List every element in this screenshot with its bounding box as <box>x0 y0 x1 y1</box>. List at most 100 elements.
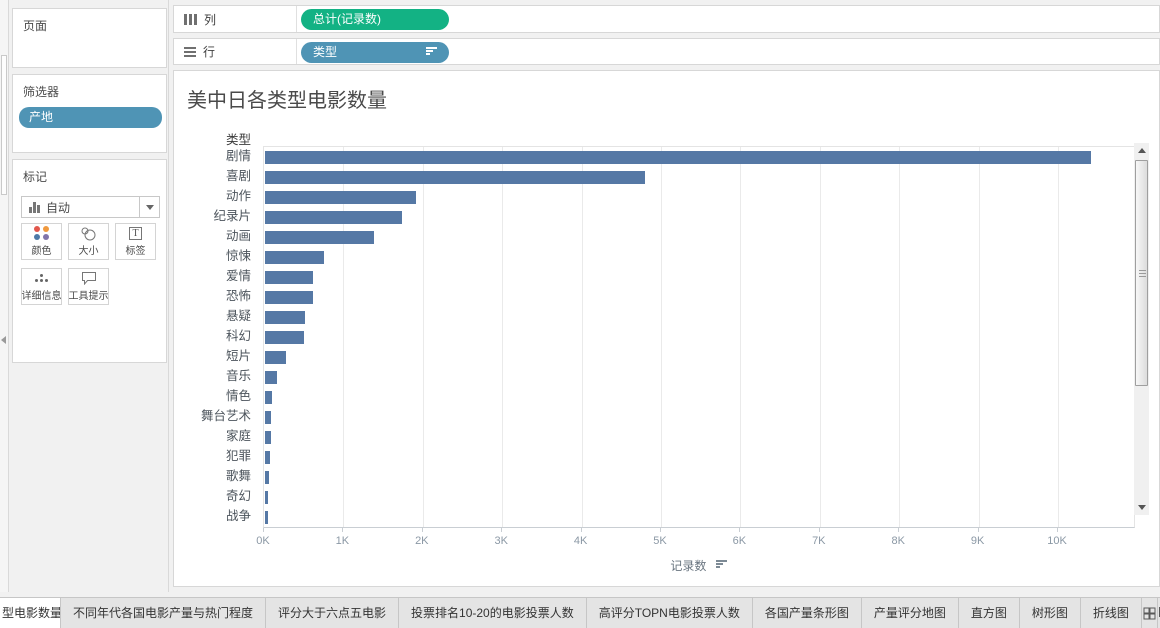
columns-shelf-head: 列 <box>174 6 297 32</box>
gridline <box>422 147 424 527</box>
category-label[interactable]: 犯罪 <box>225 449 251 463</box>
tooltip-button[interactable]: 工具提示 <box>68 268 109 305</box>
bar-mark[interactable] <box>265 171 646 184</box>
color-button[interactable]: 颜色 <box>21 223 62 260</box>
row-header-genre[interactable]: 类型 <box>225 133 251 147</box>
gridline <box>978 147 980 527</box>
category-label[interactable]: 奇幻 <box>225 489 251 503</box>
axis-tick-label: 0K <box>256 535 270 547</box>
scroll-down-button[interactable] <box>1134 500 1149 515</box>
category-label[interactable]: 纪录片 <box>213 209 251 223</box>
axis-sort-icon[interactable] <box>715 560 728 571</box>
bar-mark[interactable] <box>265 211 403 224</box>
rows-icon <box>184 46 196 57</box>
gridline <box>819 147 821 527</box>
sheet-sorter-button[interactable] <box>1142 598 1158 628</box>
collapsed-pane-scrollbar[interactable] <box>1 55 7 195</box>
bar-mark[interactable] <box>265 371 277 384</box>
axis-tick-label: 5K <box>653 535 667 547</box>
sheet-tab[interactable]: 投票排名10-20的电影投票人数 <box>399 598 587 628</box>
new-worksheet-button[interactable] <box>1158 598 1160 628</box>
scroll-up-button[interactable] <box>1134 143 1149 158</box>
bar-mark[interactable] <box>265 231 374 244</box>
gridline <box>581 147 583 527</box>
bar-mark[interactable] <box>265 191 416 204</box>
category-label[interactable]: 喜剧 <box>225 169 251 183</box>
bar-mark[interactable] <box>265 311 305 324</box>
category-label[interactable]: 科幻 <box>225 329 251 343</box>
category-label[interactable]: 动画 <box>225 229 251 243</box>
label-button[interactable]: T 标签 <box>115 223 156 260</box>
bar-mark[interactable] <box>265 451 270 464</box>
marks-card: 标记 自动 颜色 大小 T <box>12 159 167 363</box>
collapsed-data-pane[interactable] <box>0 0 9 592</box>
detail-button[interactable]: 详细信息 <box>21 268 62 305</box>
sheet-tab[interactable]: 高评分TOPN电影投票人数 <box>587 598 753 628</box>
bar-mark[interactable] <box>265 271 314 284</box>
bar-mark[interactable] <box>265 291 313 304</box>
mark-type-dropdown[interactable]: 自动 <box>21 196 140 218</box>
bar-mark[interactable] <box>265 411 271 424</box>
sheet-tab[interactable]: 评分大于六点五电影 <box>266 598 400 628</box>
sheet-tab[interactable]: 各国产量条形图 <box>753 598 862 628</box>
axis-title[interactable]: 记录数 <box>263 557 1135 574</box>
bar-mark[interactable] <box>265 391 273 404</box>
vertical-scrollbar[interactable] <box>1134 143 1149 515</box>
sheet-tab[interactable]: 折线图 <box>1081 598 1142 628</box>
category-label[interactable]: 悬疑 <box>225 309 251 323</box>
value-axis[interactable]: 0K 1K 2K 3K 4K 5K 6K 7K 8K 9K 10K <box>256 528 1135 554</box>
bar-mark[interactable] <box>265 511 269 524</box>
columns-shelf[interactable]: 列 总计(记录数) <box>173 5 1160 33</box>
detail-button-label: 详细信息 <box>21 291 62 302</box>
collapse-arrow-icon[interactable] <box>1 336 6 344</box>
sort-descending-icon[interactable] <box>426 47 438 58</box>
rows-shelf[interactable]: 行 类型 <box>173 38 1160 65</box>
bar-mark[interactable] <box>265 151 1091 164</box>
worksheet-view: 美中日各类型电影数量 类型 剧情 喜剧 动作 纪录片 动画 惊悚 爱情 恐怖 悬疑 科幻 短片 音乐情… <box>173 70 1160 587</box>
sheet-tab[interactable]: 树形图 <box>1020 598 1081 628</box>
bar-mark[interactable] <box>265 431 271 444</box>
axis-tick <box>501 528 503 532</box>
axis-tick <box>1057 528 1058 532</box>
bar-mark[interactable] <box>265 351 286 364</box>
new-worksheet-icon <box>1158 607 1160 617</box>
category-label[interactable]: 家庭 <box>225 429 251 443</box>
bar-mark[interactable] <box>265 251 324 264</box>
sheet-tab[interactable]: 产量评分地图 <box>862 598 959 628</box>
pill-genre[interactable]: 类型 <box>301 42 449 63</box>
category-label[interactable]: 歌舞 <box>225 469 251 483</box>
category-axis: 剧情喜剧动作纪录片动画惊悚爱情恐怖悬疑科幻短片音乐情色舞台艺术家庭犯罪歌舞奇幻战… <box>177 146 257 528</box>
category-label[interactable]: 惊悚 <box>225 249 251 263</box>
category-label[interactable]: 爱情 <box>225 269 251 283</box>
category-label[interactable]: 音乐 <box>225 369 251 383</box>
sheet-tab[interactable]: 直方图 <box>959 598 1020 628</box>
sheet-tab[interactable]: 型电影数量 <box>0 598 61 628</box>
filters-shelf[interactable]: 筛选器 产地 <box>12 74 167 153</box>
category-label[interactable]: 舞台艺术 <box>200 409 251 423</box>
sidebar: 页面 筛选器 产地 标记 自动 颜色 <box>9 0 169 592</box>
bar-mark[interactable] <box>265 471 269 484</box>
bar-mark[interactable] <box>265 331 304 344</box>
category-label[interactable]: 恐怖 <box>225 289 251 303</box>
axis-tick-label: 1K <box>335 535 350 547</box>
gridline <box>740 147 742 527</box>
scrollbar-thumb[interactable] <box>1135 160 1148 386</box>
category-label[interactable]: 剧情 <box>225 149 251 163</box>
plot-area <box>263 146 1135 528</box>
axis-tick-label: 10K <box>1047 535 1067 547</box>
pill-sum-records[interactable]: 总计(记录数) <box>301 9 449 30</box>
category-label[interactable]: 动作 <box>225 189 251 203</box>
mark-type-caret-button[interactable] <box>140 196 160 218</box>
size-button[interactable]: 大小 <box>68 223 109 260</box>
filters-shelf-title: 筛选器 <box>23 85 60 99</box>
axis-tick <box>977 528 979 532</box>
bar-mark[interactable] <box>265 491 269 504</box>
sheet-tab[interactable]: 不同年代各国电影产量与热门程度 <box>61 598 267 628</box>
category-label[interactable]: 战争 <box>225 509 251 523</box>
axis-tick <box>580 528 582 532</box>
pages-shelf[interactable]: 页面 <box>12 8 167 68</box>
filter-pill-origin[interactable]: 产地 <box>19 107 162 128</box>
category-label[interactable]: 情色 <box>225 389 251 403</box>
category-label[interactable]: 短片 <box>225 349 251 363</box>
axis-tick <box>660 528 661 532</box>
